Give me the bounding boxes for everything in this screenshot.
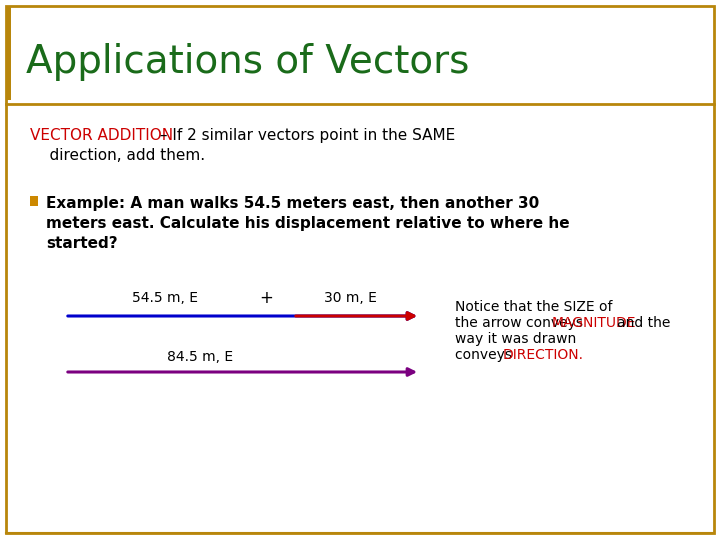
Text: DIRECTION.: DIRECTION. <box>503 348 584 362</box>
Text: and the: and the <box>617 316 670 330</box>
Text: – If 2 similar vectors point in the SAME: – If 2 similar vectors point in the SAME <box>155 128 455 143</box>
Bar <box>30 196 38 206</box>
Text: way it was drawn: way it was drawn <box>455 332 576 346</box>
Text: the arrow conveys: the arrow conveys <box>455 316 583 330</box>
Text: 84.5 m, E: 84.5 m, E <box>167 350 233 364</box>
Text: +: + <box>259 289 273 307</box>
Text: 30 m, E: 30 m, E <box>323 291 377 305</box>
Text: conveys: conveys <box>455 348 516 362</box>
Text: direction, add them.: direction, add them. <box>30 148 205 163</box>
Text: started?: started? <box>46 236 117 251</box>
Text: Notice that the SIZE of: Notice that the SIZE of <box>455 300 613 314</box>
Bar <box>6 6 11 100</box>
Text: MAGNITUDE: MAGNITUDE <box>552 316 636 330</box>
Text: Example: A man walks 54.5 meters east, then another 30: Example: A man walks 54.5 meters east, t… <box>46 196 539 211</box>
Text: VECTOR ADDITION: VECTOR ADDITION <box>30 128 173 143</box>
Text: 54.5 m, E: 54.5 m, E <box>132 291 198 305</box>
Text: meters east. Calculate his displacement relative to where he: meters east. Calculate his displacement … <box>46 216 570 231</box>
Text: Applications of Vectors: Applications of Vectors <box>26 43 469 81</box>
